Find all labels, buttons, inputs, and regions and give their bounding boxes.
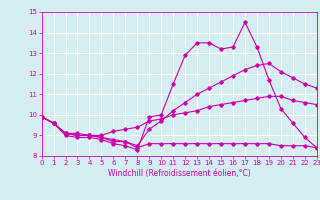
X-axis label: Windchill (Refroidissement éolien,°C): Windchill (Refroidissement éolien,°C) bbox=[108, 169, 251, 178]
